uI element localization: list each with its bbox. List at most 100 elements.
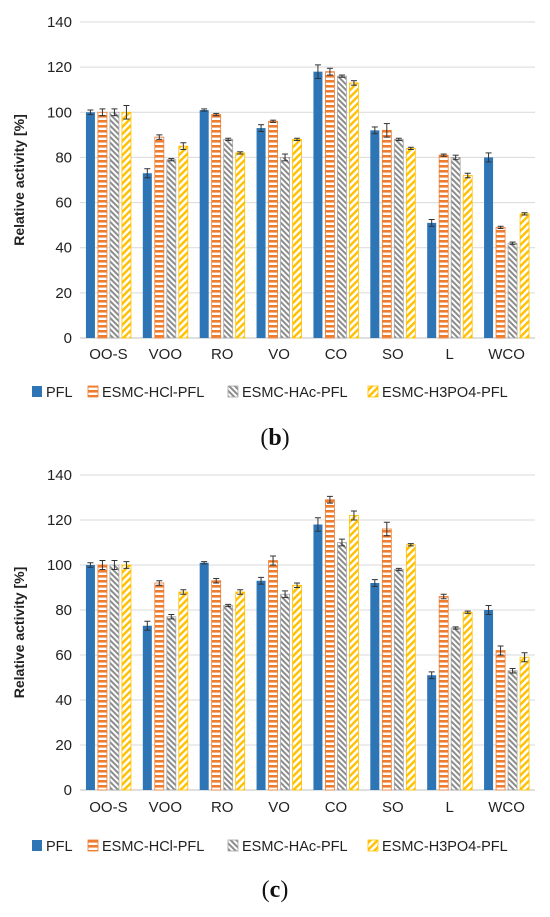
- bar-esmc-hcl-pfl-co: [325, 71, 335, 339]
- error-bar: [270, 119, 277, 123]
- bar-esmc-hac-pfl-l: [450, 157, 461, 339]
- y-tick-label: 140: [47, 14, 72, 31]
- legend-item: ESMC-HCl-PFL: [87, 839, 204, 855]
- error-bar: [440, 593, 447, 600]
- error-bar: [338, 538, 345, 547]
- bar-esmc-h3po4-pfl-voo: [178, 591, 189, 791]
- y-tick-label: 0: [64, 782, 72, 799]
- x-tick-label: RO: [211, 346, 234, 363]
- bar-pfl-voo: [142, 173, 152, 338]
- error-bar: [294, 582, 301, 588]
- x-tick-label: WCO: [488, 799, 525, 816]
- bar-pfl-ro: [199, 562, 209, 790]
- bar-esmc-h3po4-pfl-wco: [519, 213, 530, 339]
- bar-esmc-hcl-pfl-co: [325, 499, 335, 791]
- error-bar: [87, 562, 94, 568]
- error-bar: [144, 168, 151, 179]
- bar-esmc-hcl-pfl-voo: [154, 136, 165, 339]
- bar-pfl-wco: [484, 157, 494, 338]
- bar-pfl-oo-s: [85, 112, 95, 339]
- bar-esmc-hcl-pfl-so: [381, 129, 392, 339]
- bar-esmc-hcl-pfl-wco: [495, 650, 506, 791]
- error-bar: [497, 645, 504, 656]
- error-bar: [485, 152, 492, 163]
- error-bar: [338, 74, 345, 78]
- bar-esmc-hac-pfl-ro: [223, 138, 234, 339]
- bar-esmc-hac-pfl-vo: [280, 157, 290, 339]
- error-bar: [452, 626, 459, 630]
- bar-esmc-h3po4-pfl-so: [405, 544, 416, 791]
- y-axis-label: Relative activity [%]: [11, 567, 27, 699]
- chart-panel-c: 0 20 40 60 80 100 120 140 Relative activity [%] O…: [11, 467, 535, 855]
- error-bar: [497, 225, 504, 230]
- error-bar: [350, 80, 357, 86]
- error-bar: [156, 134, 163, 140]
- x-tick-label: L: [446, 799, 454, 816]
- error-bar: [350, 510, 357, 521]
- error-bar: [326, 67, 333, 76]
- bar-esmc-h3po4-pfl-l: [462, 175, 473, 339]
- bar-esmc-hcl-pfl-vo: [268, 120, 278, 339]
- error-bar: [314, 517, 321, 532]
- y-tick-label: 80: [55, 149, 72, 166]
- error-bar: [509, 241, 516, 245]
- bar-esmc-hcl-pfl-vo: [268, 560, 278, 791]
- bar-esmc-h3po4-pfl-co: [349, 515, 359, 791]
- legend-item: PFL: [32, 385, 73, 401]
- y-tick-label: 60: [55, 195, 72, 212]
- bar-esmc-hcl-pfl-oo-s: [97, 111, 108, 339]
- bar-esmc-hac-pfl-vo: [280, 593, 290, 791]
- legend-swatch: [227, 385, 239, 398]
- bar-esmc-h3po4-pfl-vo: [292, 138, 302, 339]
- x-tick-label: RO: [211, 799, 234, 816]
- bar-esmc-hac-pfl-oo-s: [109, 111, 120, 339]
- legend-label: ESMC-H3PO4-PFL: [382, 839, 508, 855]
- bar-pfl-so: [370, 583, 380, 790]
- error-bar: [111, 560, 118, 570]
- y-tick-label: 40: [55, 692, 72, 709]
- x-tick-label: L: [446, 346, 454, 363]
- legend-swatch: [367, 385, 379, 398]
- error-bar: [428, 219, 435, 227]
- bar-pfl-voo: [142, 625, 152, 790]
- error-bar: [156, 580, 163, 586]
- legend-item: ESMC-H3PO4-PFL: [367, 385, 508, 401]
- error-bar: [464, 610, 471, 614]
- y-tick-label: 20: [55, 285, 72, 302]
- y-tick-label: 0: [64, 330, 72, 347]
- error-bar: [213, 112, 220, 117]
- y-tick-label: 100: [47, 104, 72, 121]
- error-bar: [452, 154, 459, 161]
- bar-esmc-h3po4-pfl-voo: [178, 145, 189, 339]
- legend-swatch: [367, 839, 379, 852]
- bar-esmc-hac-pfl-voo: [166, 616, 177, 791]
- bar-pfl-l: [427, 222, 437, 338]
- bar-esmc-hcl-pfl-oo-s: [97, 564, 108, 791]
- y-tick-label: 100: [47, 557, 72, 574]
- error-bar: [258, 124, 265, 132]
- error-bar: [440, 153, 447, 157]
- bar-esmc-hac-pfl-wco: [507, 670, 518, 791]
- x-tick-label: WCO: [488, 346, 525, 363]
- y-tick-label: 120: [47, 512, 72, 529]
- error-bar: [123, 105, 130, 120]
- error-bar: [521, 652, 528, 663]
- bar-esmc-hcl-pfl-so: [381, 528, 392, 791]
- bar-pfl-vo: [256, 580, 266, 790]
- bar-esmc-h3po4-pfl-so: [405, 147, 416, 339]
- bar-esmc-h3po4-pfl-co: [349, 82, 359, 339]
- y-axis-label: Relative activity [%]: [11, 114, 27, 246]
- legend-item: ESMC-HAc-PFL: [227, 839, 348, 855]
- y-tick-label: 140: [47, 467, 72, 484]
- legend-label: ESMC-HCl-PFL: [102, 385, 204, 401]
- error-bar: [225, 137, 232, 141]
- x-tick-label: OO-S: [89, 346, 127, 363]
- error-bar: [371, 579, 378, 587]
- y-tick-label: 80: [55, 602, 72, 619]
- y-tick-label: 60: [55, 647, 72, 664]
- y-tick-label: 120: [47, 59, 72, 76]
- error-bar: [395, 567, 402, 572]
- bar-esmc-hac-pfl-so: [393, 569, 404, 791]
- legend-label: ESMC-HAc-PFL: [242, 385, 348, 401]
